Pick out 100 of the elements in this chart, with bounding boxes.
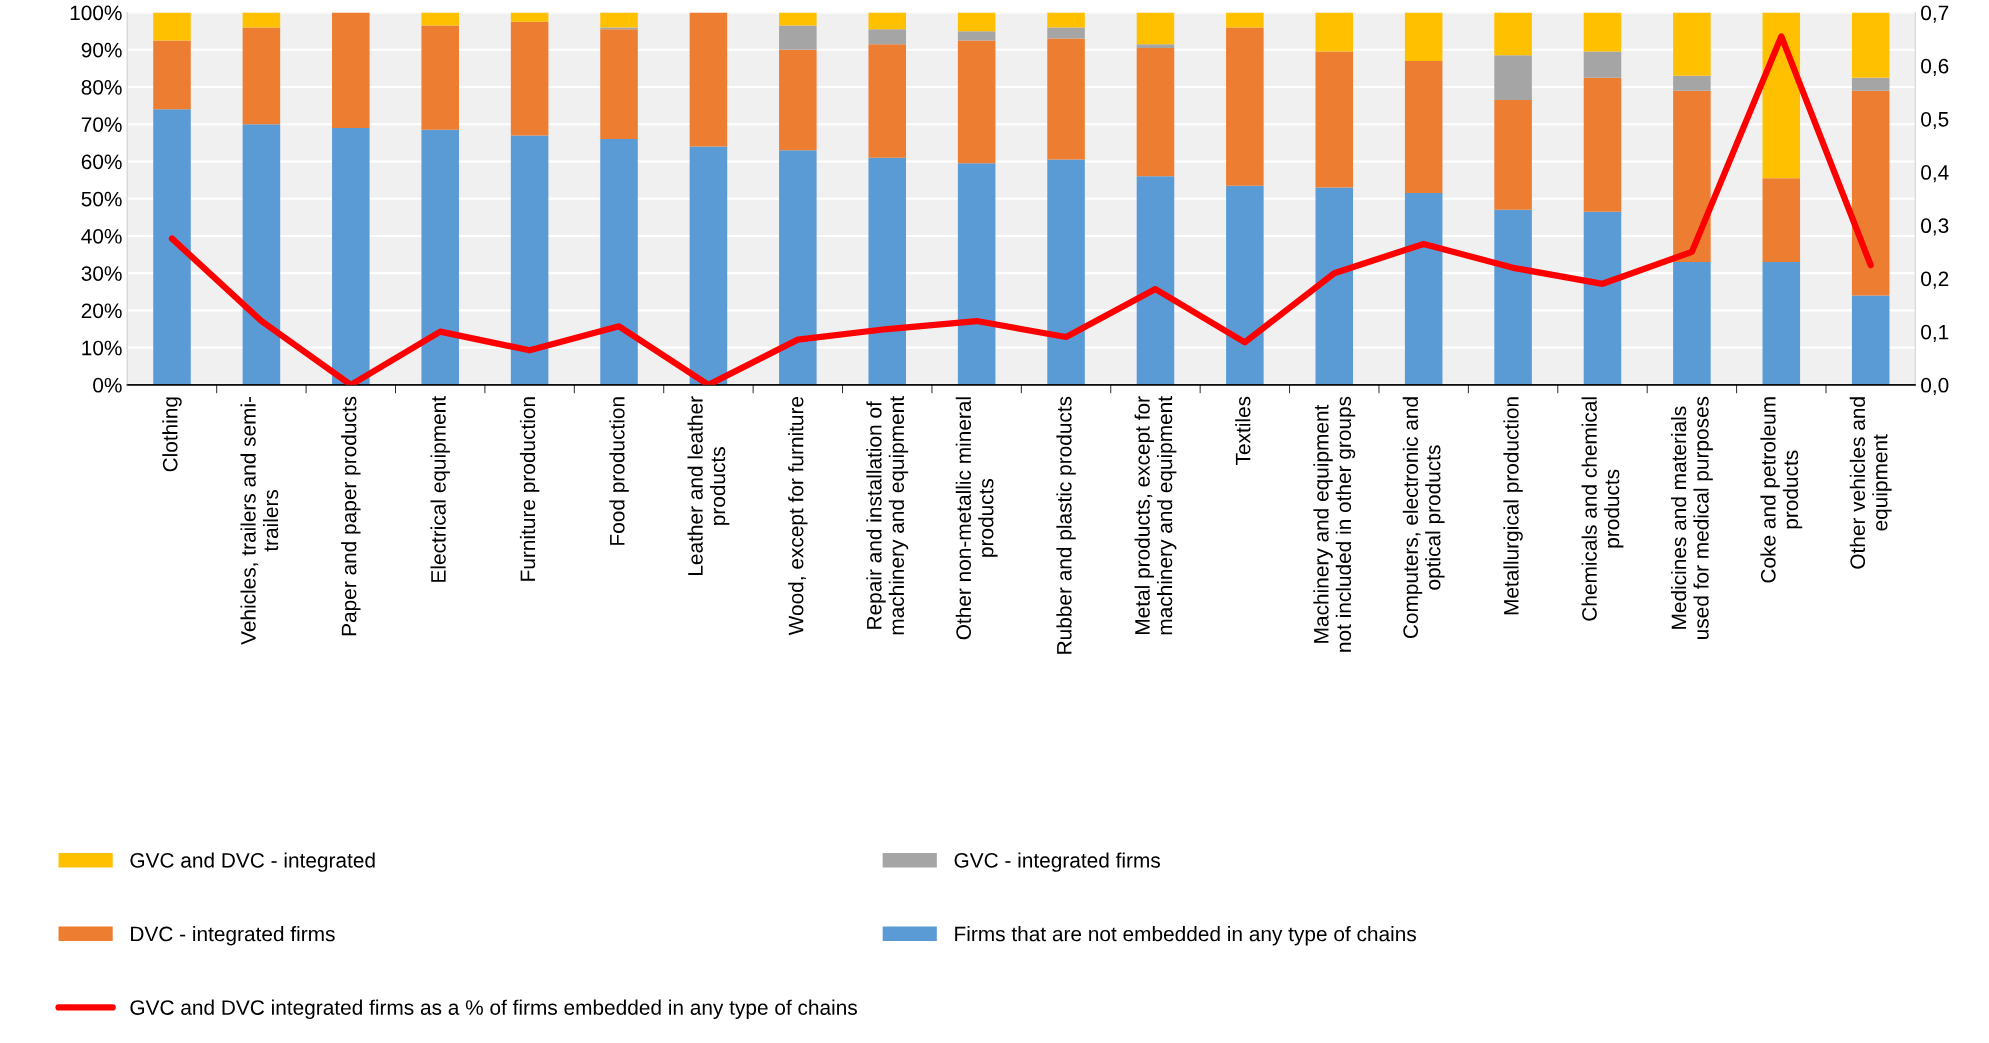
bar (600, 12, 638, 28)
x-tick-label: Clothing (162, 397, 182, 472)
bar (868, 44, 907, 158)
x-tick-label: Other non-metallic mineral products (955, 397, 998, 640)
y-tick-label: 100% (70, 5, 122, 21)
bar (421, 25, 459, 130)
bar (1315, 187, 1354, 385)
x-tick-label: Furniture production (519, 397, 540, 581)
bar (689, 12, 728, 147)
x-tick-label: Electrical equipment (430, 396, 450, 582)
x-tick-label: Chemicals and chemical products (1581, 397, 1624, 621)
bar (1673, 12, 1711, 76)
bar (1851, 77, 1890, 91)
x-tick-label: Computers, electronic and optical products (1402, 397, 1445, 639)
bar (242, 124, 281, 385)
bar (1851, 295, 1890, 385)
bar (957, 12, 996, 32)
bar (1673, 261, 1711, 385)
x-tick-label: Paper and paper products (341, 396, 361, 636)
bar (957, 40, 996, 164)
bar (868, 12, 907, 30)
bar (779, 12, 817, 26)
bar (1226, 185, 1264, 385)
bar (332, 127, 370, 385)
bar (1494, 55, 1532, 101)
y2-tick-label: 0,0 (1921, 377, 1949, 396)
y2-tick-label: 0,7 (1921, 5, 1949, 23)
bar (421, 12, 459, 26)
x-tick-label: Rubber and plastic products (1056, 396, 1076, 654)
bar (779, 25, 817, 50)
bar (1136, 44, 1175, 48)
bar (779, 49, 817, 151)
y2-tick-label: 0,5 (1921, 111, 1949, 130)
bar (868, 157, 907, 385)
bar (1494, 100, 1532, 210)
bar (1673, 75, 1711, 91)
bar (332, 12, 370, 128)
bar (242, 27, 281, 125)
y-tick-label: 70% (81, 117, 122, 132)
bar (153, 12, 191, 41)
bar (1136, 176, 1175, 385)
bar (1851, 12, 1890, 78)
bar (153, 40, 191, 110)
bar (1136, 12, 1175, 45)
y-tick-label: 50% (81, 191, 122, 207)
bar (242, 12, 281, 28)
bar (1315, 12, 1354, 52)
bar (1583, 211, 1622, 385)
legend-label: GVC and DVC integrated firms as a % of firms embedded in any type of chains (130, 999, 857, 1020)
bar (957, 31, 996, 41)
bar (1404, 12, 1443, 61)
bar (1315, 51, 1354, 188)
bar (868, 29, 907, 45)
legend-label: DVC - integrated firms (131, 926, 335, 946)
bar (1047, 38, 1085, 160)
x-tick-label: Leather and leather products (687, 396, 730, 575)
bar (1762, 261, 1801, 385)
y-tick-label: 30% (81, 266, 122, 281)
bar (1494, 12, 1532, 56)
bar (1851, 90, 1890, 296)
x-tick-label: Food production (609, 397, 629, 545)
bar (153, 109, 191, 385)
y-tick-label: 40% (81, 228, 122, 244)
bar (689, 146, 728, 385)
bar (1494, 209, 1532, 385)
y-tick-label: 20% (81, 303, 122, 319)
bar (510, 21, 549, 136)
bar (1047, 27, 1085, 39)
bar (421, 129, 459, 385)
x-tick-label: Vehicles, trailers and semi- trailers (240, 396, 279, 645)
bar (1404, 193, 1443, 385)
y2-tick-label: 0,4 (1921, 165, 1949, 183)
bar (1047, 159, 1085, 385)
bar (1762, 178, 1801, 262)
y-tick-label: 60% (81, 154, 122, 170)
bar (510, 135, 549, 385)
x-tick-label: Medicines and materials used for medical purposes (1670, 396, 1713, 639)
bar (1226, 12, 1264, 28)
bar (1583, 77, 1622, 212)
y2-tick-label: 0,6 (1921, 58, 1949, 76)
y2-tick-label: 0,1 (1921, 324, 1949, 342)
x-tick-label: Metal products, except for machinery and equipment (1134, 396, 1177, 635)
x-tick-label: Other vehicles and equipment (1849, 397, 1892, 569)
x-tick-label: Coke and petroleum products (1760, 397, 1803, 583)
bar (1226, 27, 1264, 186)
bar (600, 139, 638, 385)
bar (1136, 47, 1175, 177)
x-tick-label: Wood, except for furniture (788, 396, 808, 636)
y-tick-label: 0% (93, 377, 122, 393)
legend-label: Firms that are not embedded in any type of chains (955, 926, 1416, 946)
bar (1673, 90, 1711, 262)
bar (1583, 12, 1622, 52)
bar (600, 29, 638, 140)
y2-tick-label: 0,2 (1921, 271, 1949, 289)
bar (510, 12, 549, 22)
bar (1047, 12, 1085, 28)
legend-label: GVC - integrated firms (954, 852, 1160, 872)
bar (1583, 51, 1622, 78)
y-tick-label: 80% (81, 79, 122, 95)
y-tick-label: 90% (81, 42, 122, 58)
